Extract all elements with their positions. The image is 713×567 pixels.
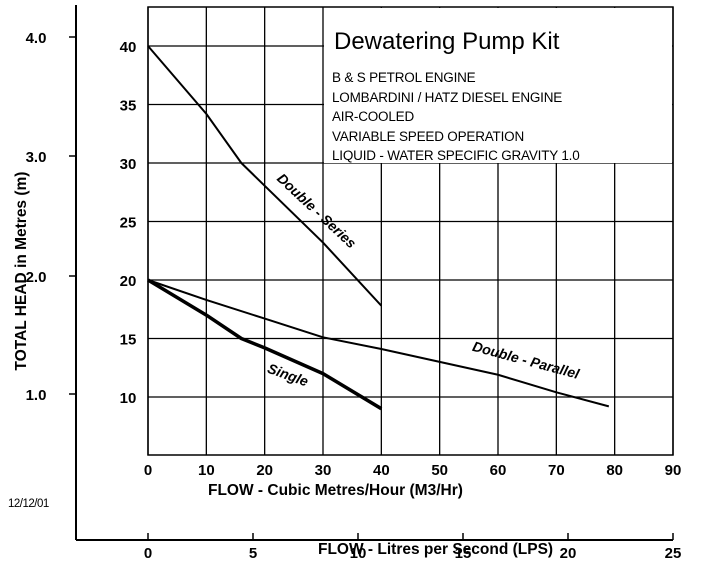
x-secondary-tick-label: 0 <box>144 545 152 562</box>
x-secondary-tick-label: 5 <box>249 545 257 562</box>
x-tick-label: 30 <box>315 462 332 479</box>
y-tick-label: 20 <box>120 273 137 290</box>
legend-line: LOMBARDINI / HATZ DIESEL ENGINE <box>332 89 563 105</box>
x-tick-label: 10 <box>198 462 215 479</box>
legend-line: VARIABLE SPEED OPERATION <box>332 128 525 144</box>
y-tick-label: 15 <box>120 332 137 349</box>
x-axis-label-primary: FLOW - Cubic Metres/Hour (M3/Hr) <box>208 482 463 499</box>
x-secondary-tick-label: 15 <box>455 545 472 562</box>
x-tick-label: 70 <box>548 462 565 479</box>
legend-line: B & S PETROL ENGINE <box>332 70 476 85</box>
x-tick-label: 90 <box>665 462 682 479</box>
x-tick-label: 40 <box>373 462 390 479</box>
y-tick-label: 35 <box>120 98 137 115</box>
x-secondary-tick-label: 10 <box>350 545 367 562</box>
legend-line: LIQUID - WATER SPECIFIC GRAVITY 1.0 <box>332 148 580 163</box>
x-secondary-tick-label: 20 <box>560 545 577 562</box>
x-tick-label: 50 <box>431 462 448 479</box>
y-axis-label: TOTAL HEAD in Metres (m) <box>13 171 30 371</box>
curve-double-parallel <box>147 279 610 408</box>
y-secondary-tick-label: 4.0 <box>26 30 47 47</box>
y-tick-label: 25 <box>120 215 137 232</box>
y-tick-label: 30 <box>120 156 137 173</box>
y-secondary-tick-label: 3.0 <box>26 149 47 166</box>
x-secondary-tick-label: 25 <box>665 545 682 562</box>
x-tick-label: 80 <box>606 462 623 479</box>
chart-legend-box: Dewatering Pump Kit B & S PETROL ENGINE … <box>324 8 672 163</box>
x-tick-label: 0 <box>144 462 152 479</box>
date-stamp: 12/12/01 <box>8 498 49 510</box>
y-tick-label: 40 <box>120 39 137 56</box>
x-axis-label-secondary: FLOW - Litres per Second (LPS) <box>318 541 554 558</box>
chart-title: Dewatering Pump Kit <box>334 28 560 55</box>
y-secondary-tick-label: 2.0 <box>26 269 47 286</box>
legend-line: AIR-COOLED <box>332 109 415 124</box>
y-tick-label: 10 <box>120 390 137 407</box>
curve-double-series <box>147 45 383 307</box>
curve-single <box>147 278 383 411</box>
x-tick-label: 60 <box>490 462 507 479</box>
x-tick-label: 20 <box>256 462 273 479</box>
y-secondary-tick-label: 1.0 <box>26 387 47 404</box>
chart-subtitle: B & S PETROL ENGINE LOMBARDINI / HATZ DI… <box>332 68 580 166</box>
